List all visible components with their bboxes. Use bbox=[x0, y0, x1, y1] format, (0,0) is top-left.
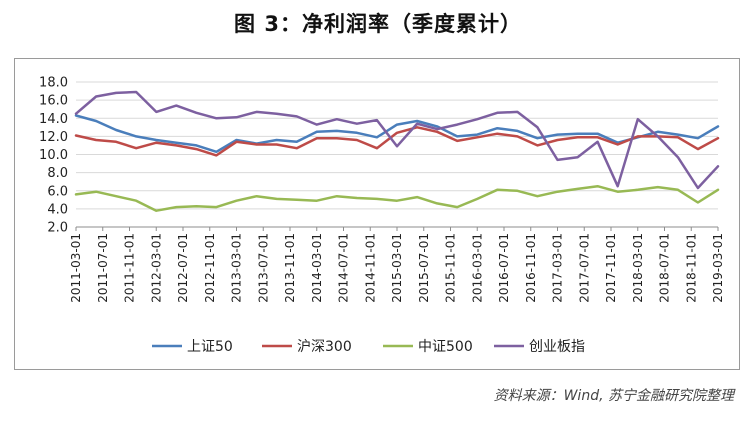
x-tick-label: 2016-03-01 bbox=[470, 233, 484, 303]
x-tick-label: 2017-03-01 bbox=[551, 233, 565, 303]
x-tick-label: 2013-03-01 bbox=[230, 233, 244, 303]
y-tick-label: 18.0 bbox=[39, 76, 68, 91]
y-tick-label: 10.0 bbox=[39, 148, 68, 163]
x-tick-label: 2018-07-01 bbox=[658, 233, 672, 303]
legend-label: 上证50 bbox=[187, 339, 233, 355]
x-tick-label: 2014-07-01 bbox=[337, 233, 351, 303]
series-line-2 bbox=[74, 184, 720, 212]
x-tick-label: 2011-03-01 bbox=[69, 233, 83, 303]
x-tick-label: 2017-07-01 bbox=[577, 233, 591, 303]
x-tick-label: 2017-11-01 bbox=[604, 233, 618, 303]
x-tick-label: 2018-11-01 bbox=[684, 233, 698, 303]
x-tick-label: 2011-07-01 bbox=[96, 233, 110, 303]
source-note: 资料来源：Wind, 苏宁金融研究院整理 bbox=[493, 388, 734, 404]
series-line-0 bbox=[74, 114, 720, 154]
x-tick-label: 2019-03-01 bbox=[711, 233, 725, 303]
y-tick-label: 16.0 bbox=[39, 94, 68, 109]
x-tick-label: 2012-11-01 bbox=[203, 233, 217, 303]
x-tick-label: 2018-03-01 bbox=[631, 233, 645, 303]
x-tick-label: 2016-07-01 bbox=[497, 233, 511, 303]
x-tick-label: 2013-07-01 bbox=[256, 233, 270, 303]
legend-label: 沪深300 bbox=[297, 339, 352, 355]
legend-label: 创业板指 bbox=[529, 339, 585, 355]
legend-label: 中证500 bbox=[418, 339, 473, 355]
x-tick-label: 2015-11-01 bbox=[444, 233, 458, 303]
series-line-1 bbox=[74, 126, 720, 157]
y-tick-label: 12.0 bbox=[39, 130, 68, 145]
y-tick-label: 2.0 bbox=[47, 221, 68, 236]
chart-title: 图 3：净利润率（季度累计） bbox=[234, 12, 522, 36]
y-tick-label: 6.0 bbox=[47, 184, 68, 199]
chart-frame bbox=[14, 58, 740, 370]
x-tick-label: 2012-03-01 bbox=[149, 233, 163, 303]
y-tick-label: 14.0 bbox=[39, 112, 68, 127]
x-tick-label: 2015-03-01 bbox=[390, 233, 404, 303]
x-tick-label: 2012-07-01 bbox=[176, 233, 190, 303]
x-tick-label: 2014-03-01 bbox=[310, 233, 324, 303]
x-tick-label: 2014-11-01 bbox=[363, 233, 377, 303]
y-tick-label: 4.0 bbox=[47, 202, 68, 217]
x-tick-label: 2016-11-01 bbox=[524, 233, 538, 303]
series-line-3 bbox=[74, 90, 720, 190]
x-tick-label: 2011-11-01 bbox=[123, 233, 137, 303]
y-tick-label: 8.0 bbox=[47, 166, 68, 181]
x-tick-label: 2013-11-01 bbox=[283, 233, 297, 303]
x-tick-label: 2015-07-01 bbox=[417, 233, 431, 303]
